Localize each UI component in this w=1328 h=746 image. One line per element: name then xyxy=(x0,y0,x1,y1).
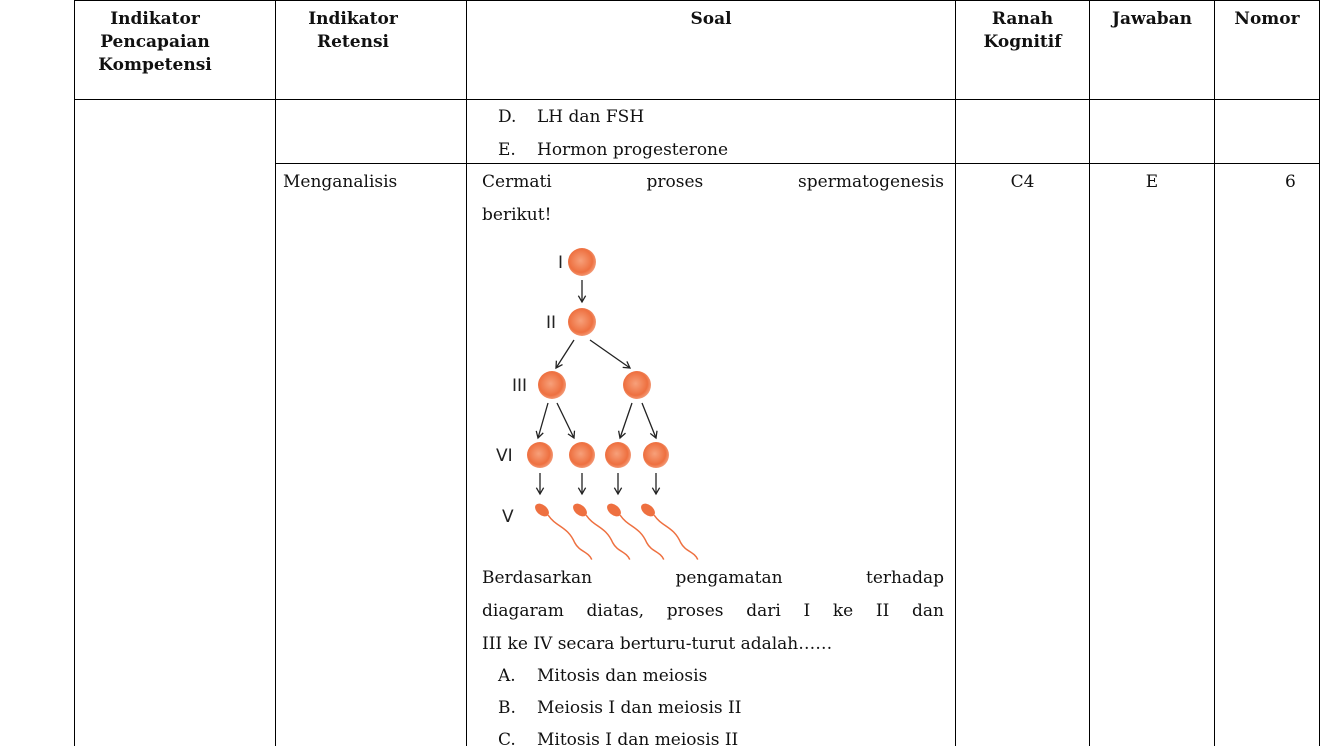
intro-line: Cermati proses spermatogenesis xyxy=(482,172,944,192)
header: Soal xyxy=(690,9,732,29)
option-text: Hormon progesterone xyxy=(537,140,729,160)
diagram-label: V xyxy=(502,507,514,527)
option-letter: C. xyxy=(498,730,516,746)
border xyxy=(1319,0,1320,746)
border xyxy=(275,0,276,746)
option-letter: B. xyxy=(498,698,516,718)
diagram-label: II xyxy=(546,313,556,333)
border xyxy=(275,163,1320,164)
sperm xyxy=(535,503,699,560)
header: Nomor xyxy=(1234,9,1300,29)
border xyxy=(74,0,1320,1)
option-letter: D. xyxy=(498,107,517,127)
border xyxy=(74,0,75,746)
cells xyxy=(527,248,669,468)
diagram-label: III xyxy=(512,376,527,396)
question-line: Berdasarkan pengamatan terhadap xyxy=(482,568,944,588)
border xyxy=(1214,0,1215,746)
ranah: C4 xyxy=(1010,172,1035,192)
option-text: Mitosis I dan meiosis II xyxy=(537,730,739,746)
jawaban: E xyxy=(1145,172,1159,192)
border xyxy=(1089,0,1090,746)
header: Indikator Retensi xyxy=(308,9,398,52)
question-line: III ke IV secara berturu-turut adalah…… xyxy=(482,634,833,654)
header: Indikator Pencapaian Kompetensi xyxy=(98,9,212,75)
border xyxy=(955,0,956,746)
header: Ranah Kognitif xyxy=(983,9,1062,52)
diagram-label: VI xyxy=(496,446,513,466)
border xyxy=(74,99,1320,100)
option-text: LH dan FSH xyxy=(537,107,645,127)
intro-line: berikut! xyxy=(482,205,552,225)
header: Jawaban xyxy=(1112,9,1192,29)
question-line: diagaram diatas, proses dari I ke II dan xyxy=(482,601,944,621)
diagram-label: I xyxy=(558,253,563,273)
option-text: Mitosis dan meiosis xyxy=(537,666,708,686)
arrows xyxy=(535,280,661,496)
option-text: Meiosis I dan meiosis II xyxy=(537,698,742,718)
border xyxy=(466,0,467,746)
nomor: 6 xyxy=(1285,172,1296,192)
indikator-retensi: Menganalisis xyxy=(283,172,398,192)
option-letter: E. xyxy=(498,140,516,160)
option-letter: A. xyxy=(498,666,516,686)
